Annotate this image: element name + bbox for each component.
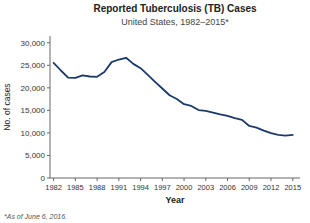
y-tick-label: 0 (41, 174, 46, 183)
y-tick-label: 25,000 (21, 61, 46, 70)
y-axis-line (50, 36, 51, 178)
x-tick-label: 1997 (154, 183, 171, 192)
chart: Reported Tuberculosis (TB) Cases United S… (0, 0, 310, 223)
subtitle: United States, 1982–2015* (121, 17, 229, 27)
x-tick-label: 1994 (132, 183, 149, 192)
plot-area (54, 58, 293, 136)
y-tick-label: 30,000 (21, 39, 46, 48)
x-tick-label: 2012 (263, 183, 280, 192)
x-tick-label: 1982 (45, 183, 62, 192)
y-axis: 0 5,000 10,000 15,000 20,000 25,000 30,000 (21, 36, 50, 183)
x-tick-label: 2015 (284, 183, 301, 192)
x-tick-label: 1991 (110, 183, 127, 192)
line (54, 58, 293, 136)
x-tick-label: 2006 (219, 183, 236, 192)
y-tick-label: 15,000 (21, 106, 46, 115)
y-axis-label: No. of cases (2, 83, 12, 130)
y-tick-label: 20,000 (21, 84, 46, 93)
x-tick-label: 2009 (241, 183, 258, 192)
x-tick-label: 2003 (197, 183, 214, 192)
x-axis-line (50, 178, 300, 179)
title: Reported Tuberculosis (TB) Cases (93, 3, 257, 14)
x-tick-label: 1985 (67, 183, 84, 192)
x-tick-label: 2000 (176, 183, 193, 192)
footnote: *As of June 6, 2016. (4, 213, 67, 220)
y-tick-label: 5,000 (25, 151, 46, 160)
x-axis-label: Year (165, 195, 185, 205)
y-tick-label: 10,000 (21, 129, 46, 138)
x-tick-label: 1988 (89, 183, 106, 192)
x-axis: 1982 1985 1988 1991 1994 1997 2000 2003 2006 2009… (45, 178, 301, 192)
